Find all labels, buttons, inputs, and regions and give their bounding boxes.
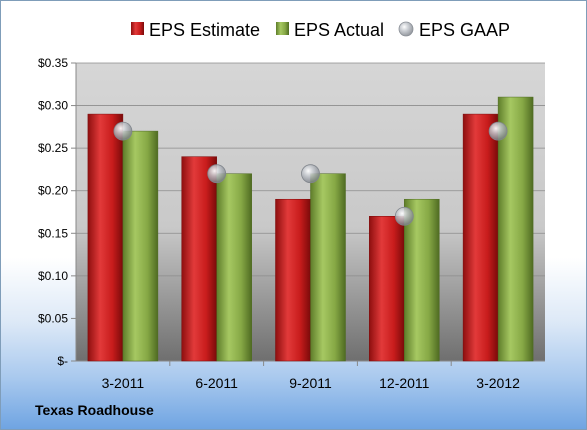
legend: EPS Estimate EPS Actual EPS GAAP xyxy=(131,20,510,40)
legend-item-estimate: EPS Estimate xyxy=(131,20,260,40)
y-tick-label: $0.10 xyxy=(38,269,68,283)
y-tick-label: $0.35 xyxy=(38,56,68,70)
legend-item-actual: EPS Actual xyxy=(276,20,384,40)
bar-eps-actual xyxy=(310,173,346,362)
y-tick-label: $- xyxy=(57,354,68,368)
bar-eps-actual xyxy=(216,173,252,362)
x-tick-label: 9-2011 xyxy=(289,375,332,391)
x-tick-label: 3-2012 xyxy=(476,375,520,391)
y-tick-label: $0.15 xyxy=(38,226,68,240)
bar-eps-estimate xyxy=(181,156,217,362)
y-tick-label: $0.25 xyxy=(38,141,68,155)
legend-actual-swatch xyxy=(276,22,289,35)
marker-eps-gaap xyxy=(207,164,227,184)
bar-eps-actual xyxy=(122,130,159,362)
legend-item-gaap: EPS GAAP xyxy=(398,20,510,40)
y-axis-ticks: $0.35 $0.30 $0.25 $0.20 $0.15 $0.10 $0.05 $- xyxy=(38,56,68,368)
bar-eps-estimate xyxy=(369,216,405,362)
company-name: Texas Roadhouse xyxy=(35,402,154,418)
legend-gaap-marker xyxy=(398,21,414,37)
gaap-markers xyxy=(113,121,508,226)
y-tick-label: $0.05 xyxy=(38,311,68,325)
bar-eps-estimate xyxy=(87,113,124,362)
bar-eps-actual xyxy=(497,96,534,362)
x-tick-label: 3-2011 xyxy=(102,375,145,391)
x-tick-label: 12-2011 xyxy=(379,375,430,391)
y-tick-label: $0.30 xyxy=(38,99,68,113)
legend-estimate-swatch xyxy=(131,22,144,35)
marker-eps-gaap xyxy=(301,164,320,184)
x-tick-label: 6-2011 xyxy=(195,375,238,391)
marker-eps-gaap xyxy=(488,121,508,141)
legend-actual-label: EPS Actual xyxy=(294,20,384,40)
legend-gaap-label: EPS GAAP xyxy=(419,20,510,40)
bars xyxy=(87,96,534,362)
marker-eps-gaap xyxy=(394,206,414,226)
bar-eps-estimate xyxy=(275,198,311,362)
bar-eps-estimate xyxy=(462,113,499,362)
legend-estimate-label: EPS Estimate xyxy=(149,20,260,40)
bar-eps-actual xyxy=(404,198,440,362)
marker-eps-gaap xyxy=(113,121,133,141)
x-axis-labels: 3-2011 6-2011 9-2011 12-2011 3-2012 xyxy=(102,375,520,391)
y-tick-label: $0.20 xyxy=(38,184,68,198)
